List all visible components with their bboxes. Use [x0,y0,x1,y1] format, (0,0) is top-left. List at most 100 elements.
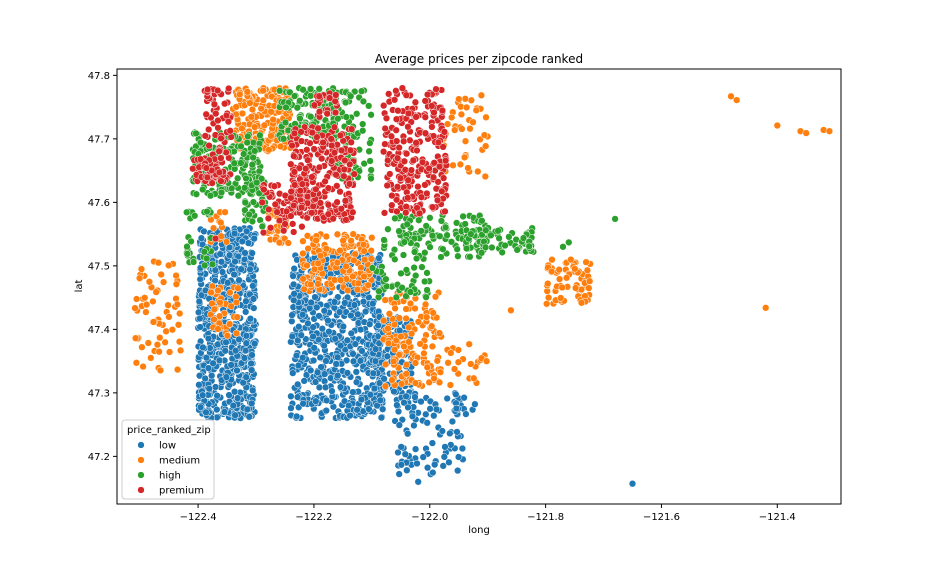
data-point-low [335,308,344,316]
data-point-medium [234,284,242,292]
data-point-medium [149,297,157,306]
data-point-low [394,448,402,457]
data-point-premium [315,108,324,116]
data-point-premium [290,228,298,236]
x-axis-label: long [468,525,490,536]
data-point-high [199,185,207,194]
data-point-low [411,393,419,401]
data-point-medium [429,309,437,317]
data-point-low [400,399,408,407]
data-point-medium [227,302,235,310]
data-point-premium [326,94,334,102]
data-point-medium [384,339,393,347]
data-point-high [359,120,367,128]
data-point-premium [381,124,389,133]
data-point-low [222,373,231,381]
data-point-medium [161,338,169,346]
data-point-low [289,272,297,280]
data-point-premium [345,180,354,188]
data-point-premium [315,163,324,172]
data-point-high [203,254,211,263]
data-point-low [321,383,330,391]
data-point-medium [216,299,224,307]
data-point-medium [210,315,218,324]
data-point-low [343,336,351,344]
data-point-premium [336,131,345,140]
data-point-medium [269,115,277,124]
data-point-low [222,338,230,346]
data-point-medium [448,113,456,122]
data-point-premium [327,135,335,143]
data-point-premium [441,157,450,165]
data-point-high [366,139,374,147]
data-point-low [230,388,239,396]
data-point-premium [404,123,412,131]
data-point-medium [416,340,424,348]
data-point-low [309,356,318,365]
data-point-high [206,192,215,200]
data-point-low [361,307,370,316]
data-point-low [309,332,317,341]
data-point-high [406,288,415,296]
data-point-low [352,378,361,386]
data-point-low [322,406,330,415]
x-tick-label: −122.4 [180,512,217,523]
data-point-medium [153,341,162,349]
data-point-medium [480,131,489,139]
data-point-premium [328,157,336,165]
data-point-low [197,291,206,299]
data-point-low [288,332,296,341]
data-point-premium [224,117,233,126]
data-point-premium [434,138,443,147]
data-point-low [248,366,256,374]
data-point-premium [417,193,426,201]
data-point-medium [400,342,408,351]
data-point-low [239,379,247,387]
data-point-low [423,419,431,427]
data-point-medium [156,366,165,375]
data-point-medium [349,230,357,238]
data-point-medium [364,281,372,289]
data-point-low [321,370,329,378]
data-point-medium [303,261,311,270]
data-point-medium [139,362,147,371]
data-point-premium [404,176,412,184]
data-point-medium [209,224,218,232]
data-point-premium [323,110,331,118]
data-point-low [240,354,249,362]
data-point-low [380,375,388,383]
data-point-low [247,359,255,368]
data-point-low [448,417,457,426]
data-point-medium [381,382,390,390]
data-point-medium [339,237,347,245]
data-point-low [245,413,253,421]
data-point-premium [381,140,389,148]
data-point-high [437,253,445,261]
data-point-high [189,258,198,266]
data-point-medium [214,325,222,333]
data-point-medium [276,142,285,151]
data-point-premium [280,227,288,235]
data-point-high [307,113,315,121]
data-point-medium [390,357,398,366]
data-point-premium [217,134,225,142]
data-point-high [439,245,447,253]
data-point-premium [350,170,358,178]
data-point-premium [380,209,389,217]
data-point-premium [398,84,407,92]
data-point-low [299,354,307,362]
data-point-medium [451,126,459,134]
data-point-medium [381,360,390,369]
data-point-high [368,264,377,272]
data-point-premium [287,194,295,202]
data-point-medium [174,321,183,329]
data-point-low [230,229,239,238]
data-point-high [183,208,191,216]
data-point-medium [243,88,251,96]
data-point-premium [382,114,391,122]
data-point-high [200,248,208,256]
data-point-medium [825,127,834,135]
data-point-medium [395,351,403,359]
data-point-premium [290,129,299,138]
data-point-high [276,87,284,95]
